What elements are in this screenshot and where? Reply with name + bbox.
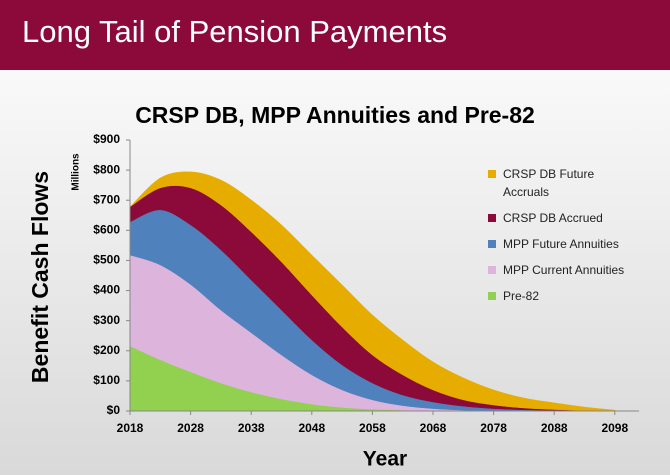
- x-tick-label: 2038: [238, 421, 265, 435]
- legend-label: CRSP DB Future Accruals: [503, 167, 595, 199]
- area: [129, 171, 616, 411]
- x-axis-title: Year: [363, 448, 407, 471]
- legend-item: MPP Current Annuities: [488, 261, 638, 279]
- x-tick-label: 2018: [117, 421, 144, 435]
- legend-item: MPP Future Annuities: [488, 235, 638, 253]
- y-tick-label: $700: [93, 192, 120, 206]
- y-tick-label: $100: [93, 373, 120, 387]
- y-unit-label: Millions: [71, 153, 82, 191]
- legend-swatch: [488, 292, 496, 300]
- y-axis-title: Benefit Cash Flows: [27, 171, 53, 383]
- y-tick-label: $600: [93, 223, 120, 237]
- legend-label: MPP Future Annuities: [503, 237, 619, 251]
- y-tick-label: $800: [93, 162, 120, 176]
- chart-title: CRSP DB, MPP Annuities and Pre-82: [135, 102, 535, 128]
- y-tick-label: $200: [93, 343, 120, 357]
- legend-swatch: [488, 170, 496, 178]
- y-tick-label: $400: [93, 283, 120, 297]
- legend-label: CRSP DB Accrued: [503, 211, 603, 225]
- header-band: [0, 0, 670, 70]
- x-tick-label: 2028: [177, 421, 204, 435]
- legend-swatch: [488, 214, 496, 222]
- x-tick-label: 2078: [480, 421, 507, 435]
- x-tick-label: 2048: [298, 421, 325, 435]
- legend-label: MPP Current Annuities: [503, 263, 625, 277]
- slide-title: Long Tail of Pension Payments: [22, 14, 447, 49]
- legend-item: CRSP DB Accrued: [488, 209, 638, 227]
- y-tick-label: $900: [93, 132, 120, 146]
- legend-item: Pre-82: [488, 287, 638, 305]
- legend-swatch: [488, 266, 496, 274]
- x-tick-label: 2098: [601, 421, 628, 435]
- x-tick-label: 2088: [541, 421, 568, 435]
- legend: CRSP DB Future Accruals CRSP DB Accrued MP…: [488, 165, 638, 305]
- y-tick-label: $300: [93, 313, 120, 327]
- legend-label: Pre-82: [503, 289, 540, 303]
- legend-item: CRSP DB Future Accruals: [488, 165, 638, 201]
- plot-area: $0 $100 $200 $300 $400 $500 $600 $700 $800 $900 20…: [93, 132, 640, 435]
- x-tick-label: 2058: [359, 421, 386, 435]
- x-tick-label: 2068: [420, 421, 447, 435]
- y-tick-label: $0: [107, 403, 121, 417]
- y-tick-label: $500: [93, 253, 120, 267]
- legend-swatch: [488, 240, 496, 248]
